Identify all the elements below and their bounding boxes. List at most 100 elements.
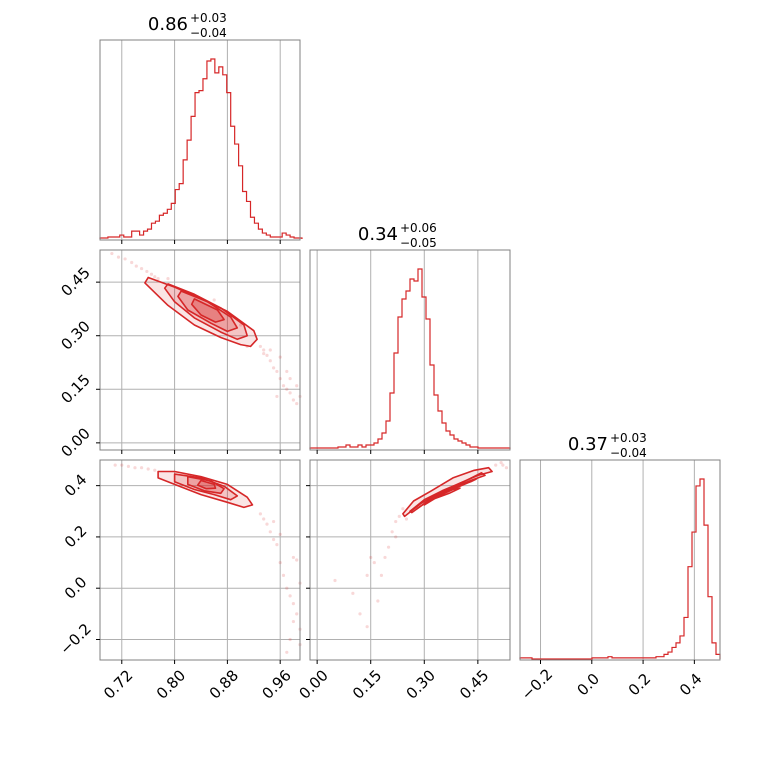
- scatter-point: [271, 519, 276, 524]
- scatter-point: [333, 578, 337, 583]
- y-tick-label: 0.15: [57, 371, 93, 407]
- histogram-step-line: [519, 478, 721, 660]
- panel-title-lower: −0.05: [400, 236, 437, 250]
- scatter-point: [153, 275, 157, 279]
- scatter-point: [365, 625, 369, 629]
- x-tick-label: 0.30: [403, 666, 439, 702]
- histogram-step-line: [99, 58, 303, 239]
- scatter-point: [494, 463, 498, 467]
- scatter-point: [281, 384, 286, 388]
- panel-title-upper: +0.03: [610, 431, 647, 445]
- y-tick-label: 0.30: [57, 317, 93, 353]
- scatter-point: [258, 344, 262, 349]
- scatter-point: [134, 264, 138, 268]
- scatter-point: [291, 398, 295, 402]
- scatter-point: [110, 251, 114, 256]
- scatter-point: [133, 466, 137, 470]
- scatter-point: [278, 376, 282, 381]
- x-tick-label: 0.0: [573, 670, 603, 700]
- x-tick-label: 0.2: [625, 670, 655, 700]
- scatter-point: [285, 650, 289, 654]
- scatter-point: [358, 612, 362, 616]
- scatter-point: [499, 460, 503, 465]
- scatter-point: [139, 266, 144, 271]
- density-contour: [196, 479, 217, 490]
- scatter-point: [123, 257, 127, 261]
- scatter-point: [291, 601, 295, 606]
- scatter-point: [258, 512, 262, 516]
- pair-panel-group: [110, 251, 302, 406]
- panel-title-lower: −0.04: [610, 446, 647, 460]
- y-tick-label: 0.00: [57, 424, 93, 460]
- scatter-point: [288, 391, 292, 395]
- scatter-point: [268, 348, 272, 352]
- pair-panel-group: [113, 463, 302, 654]
- scatter-point: [372, 560, 376, 565]
- scatter-point: [390, 530, 394, 534]
- y-tick-label: 0.2: [61, 522, 91, 552]
- scatter-point: [397, 514, 401, 519]
- y-tick-label: 0.4: [61, 470, 91, 500]
- x-tick-label: 0.00: [295, 666, 331, 702]
- scatter-point: [404, 517, 409, 521]
- scatter-point: [268, 359, 272, 363]
- scatter-point: [285, 586, 289, 590]
- scatter-point: [365, 573, 369, 577]
- scatter-point: [376, 599, 380, 603]
- scatter-point: [295, 384, 299, 388]
- scatter-point: [275, 369, 279, 374]
- scatter-point: [275, 394, 279, 399]
- pair-panel-group: [333, 460, 509, 629]
- scatter-point: [278, 355, 282, 359]
- y-tick-label: 0.0: [61, 573, 91, 603]
- scatter-point: [113, 463, 117, 467]
- scatter-point: [351, 591, 355, 595]
- scatter-point: [383, 555, 387, 560]
- x-tick-label: 0.88: [206, 666, 242, 702]
- scatter-point: [262, 348, 266, 352]
- scatter-point: [288, 594, 292, 598]
- density-contour: [423, 487, 461, 506]
- scatter-point: [212, 298, 216, 302]
- scatter-point: [295, 558, 299, 562]
- panel-title-upper: +0.06: [400, 221, 437, 235]
- panel-title-median: 0.34: [358, 224, 398, 245]
- scatter-point: [166, 276, 170, 281]
- density-contour: [190, 298, 225, 323]
- scatter-point: [278, 560, 282, 565]
- x-tick-label: −0.2: [518, 665, 556, 703]
- x-tick-label: 0.15: [349, 666, 385, 702]
- axes-frame: [309, 459, 511, 661]
- y-tick-label: 0.45: [57, 264, 93, 300]
- scatter-point: [126, 464, 130, 469]
- scatter-point: [139, 466, 144, 470]
- histogram-step-line: [309, 268, 511, 449]
- scatter-point: [285, 387, 289, 391]
- panel-title-lower: −0.04: [190, 26, 227, 40]
- scatter-point: [116, 255, 121, 259]
- scatter-point: [295, 401, 299, 406]
- panel-title-upper: +0.03: [190, 11, 227, 25]
- scatter-point: [156, 276, 160, 281]
- scatter-point: [295, 612, 299, 616]
- y-tick-label: −0.2: [56, 620, 94, 658]
- scatter-point: [146, 467, 150, 471]
- axes-frame: [99, 39, 301, 241]
- scatter-point: [268, 530, 272, 534]
- x-tick-label: 0.4: [676, 670, 706, 700]
- scatter-point: [275, 543, 279, 547]
- scatter-point: [262, 351, 266, 356]
- density-contour: [163, 283, 248, 341]
- scatter-point: [278, 532, 282, 536]
- scatter-point: [271, 537, 276, 542]
- x-tick-label: 0.45: [456, 666, 492, 702]
- scatter-point: [394, 535, 398, 539]
- scatter-point: [265, 353, 269, 357]
- scatter-point: [281, 573, 286, 577]
- scatter-point: [271, 366, 276, 370]
- x-tick-label: 0.96: [258, 666, 294, 702]
- scatter-point: [238, 323, 243, 327]
- scatter-point: [504, 466, 509, 470]
- scatter-point: [288, 637, 292, 642]
